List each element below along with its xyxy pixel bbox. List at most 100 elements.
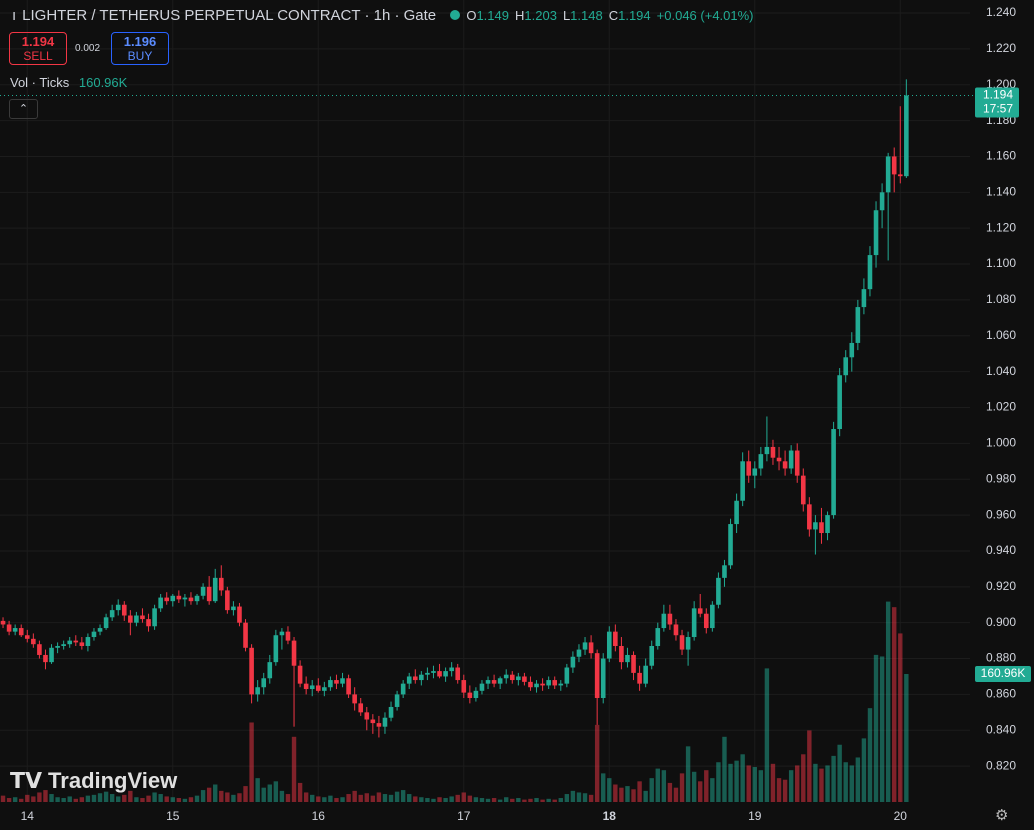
volume-bar [91, 794, 97, 802]
candle-body [61, 644, 66, 646]
volume-bar [200, 790, 206, 802]
candle-body [315, 685, 321, 691]
volume-bar [303, 792, 309, 802]
y-tick-label: 0.900 [986, 615, 1016, 629]
volume-bar [788, 770, 794, 802]
candle-body [109, 610, 115, 618]
sell-button[interactable]: 1.194 SELL [9, 32, 67, 65]
candle-body [309, 685, 315, 690]
candle-body [322, 687, 327, 691]
candle-body [43, 654, 48, 663]
volume-bar [564, 794, 570, 802]
volume-bar [855, 757, 861, 802]
volume-bar [37, 792, 42, 802]
volume-bar [643, 790, 648, 802]
candle-body [546, 680, 551, 686]
volume-bar [231, 794, 236, 802]
candle-body [740, 461, 745, 501]
settings-button[interactable]: ⚙ [995, 807, 1009, 824]
candle-body [37, 644, 42, 655]
candle-body [897, 174, 903, 177]
legend-value: 1.203 [524, 8, 557, 23]
volume-bar [795, 765, 800, 802]
y-tick-label: 1.040 [986, 364, 1016, 378]
candle-body [619, 645, 624, 663]
volume-bar [649, 778, 654, 802]
candle-body [188, 597, 194, 602]
volume-bar [819, 768, 824, 802]
y-tick-label: 0.820 [986, 758, 1016, 772]
x-tick-label: 19 [748, 809, 762, 823]
legend-key: O [466, 8, 477, 23]
y-tick-label: 1.160 [986, 149, 1016, 163]
y-tick-label: 1.120 [986, 220, 1016, 234]
candle-body [904, 95, 909, 177]
volume-bar [540, 799, 545, 802]
volume-bar [279, 790, 285, 802]
volume-bar [740, 754, 745, 802]
chart-title: LIGHTER / TETHERUS PERPETUAL CONTRACT · … [22, 7, 437, 24]
volume-bar [728, 763, 733, 802]
volume-bar [206, 787, 212, 802]
candle-body [613, 631, 618, 646]
candle-body [522, 676, 527, 682]
candle-body [552, 680, 558, 686]
candle-body [485, 680, 491, 684]
volume-bar [146, 795, 151, 802]
candle-body [746, 461, 752, 476]
volume-bar [461, 792, 466, 802]
candle-body [182, 597, 188, 600]
volume-bar [873, 654, 879, 802]
volume-bar [449, 796, 454, 802]
volume-bar [758, 770, 764, 802]
volume-bar [522, 799, 527, 802]
candle-body [218, 577, 224, 591]
candle-body [722, 565, 727, 578]
candle-body [703, 613, 709, 629]
volume-bar [849, 765, 854, 802]
volume-bar [746, 765, 751, 802]
candle-body [24, 635, 30, 639]
volume-bar [576, 792, 582, 802]
candle-body [637, 672, 642, 684]
volume-bar [249, 722, 254, 802]
candle-body [600, 658, 606, 698]
volume-bar [219, 790, 224, 802]
volume-bar [528, 798, 533, 802]
volume-bar [631, 789, 636, 802]
volume-bar [879, 656, 885, 802]
volume-bar [170, 797, 175, 802]
candle-body [170, 595, 176, 602]
x-tick-label: 16 [312, 809, 326, 823]
buy-label: BUY [127, 49, 153, 63]
legend-change: +0.046 (+4.01%) [656, 8, 754, 23]
volume-bar [770, 763, 776, 802]
volume-legend: Vol · Ticks 160.96K [10, 75, 127, 90]
volume-bar [188, 797, 194, 802]
buy-button[interactable]: 1.196 BUY [111, 32, 169, 65]
volume-bar [443, 798, 448, 802]
legend-value: 1.148 [570, 8, 603, 23]
sell-price: 1.194 [21, 34, 55, 49]
volume-bar [273, 781, 279, 802]
volume-bar [79, 797, 85, 802]
volume-bar [807, 730, 812, 802]
candle-body [509, 674, 515, 681]
y-tick-label: 1.060 [986, 328, 1016, 342]
y-tick-label: 0.940 [986, 543, 1016, 557]
volume-bar [73, 798, 78, 802]
candle-body [679, 635, 685, 650]
volume-bar [431, 798, 436, 802]
candle-body [134, 615, 139, 623]
y-tick-label: 0.860 [986, 687, 1016, 701]
volume-bar [237, 793, 242, 802]
candle-body [807, 504, 812, 530]
y-tick-label: 0.980 [986, 471, 1016, 485]
volume-bar [752, 767, 757, 802]
volume-bar [19, 798, 24, 802]
volume-bar [825, 765, 830, 802]
volume-bar [322, 797, 327, 802]
collapse-button[interactable]: ⌃ [9, 99, 38, 119]
candle-body [491, 680, 497, 684]
volume-bar [491, 798, 497, 802]
